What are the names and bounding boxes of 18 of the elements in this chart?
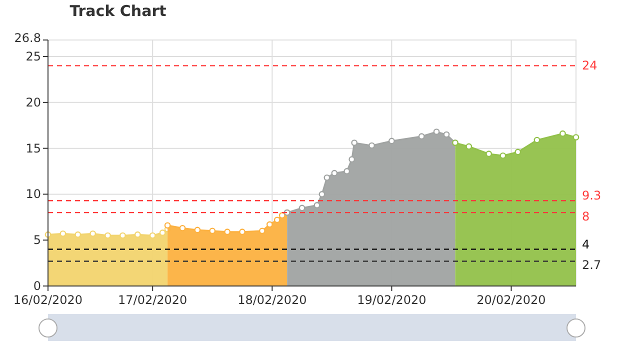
y-tick-label: 0 — [33, 279, 41, 293]
y-tick-label: 26.8 — [14, 31, 41, 45]
y-tick-label: 25 — [26, 50, 41, 64]
ref-line-label: 24 — [582, 58, 598, 73]
x-tick-label: 16/02/2020 — [13, 293, 83, 307]
x-tick-label: 20/02/2020 — [476, 293, 546, 307]
ref-line-label: 4 — [582, 237, 590, 252]
y-tick-label: 5 — [33, 233, 41, 248]
y-tick-label: 20 — [26, 95, 41, 110]
x-tick-label: 19/02/2020 — [357, 293, 426, 307]
y-tick-label: 10 — [26, 187, 41, 202]
y-tick-label: 15 — [26, 141, 41, 156]
ref-line-label: 9.3 — [582, 188, 602, 203]
ref-line-label: 2.7 — [582, 258, 602, 272]
ref-line-label: 8 — [582, 210, 590, 224]
x-tick-label: 18/02/2020 — [238, 293, 307, 307]
chart-title: Track Chart — [70, 2, 166, 20]
x-tick-label: 17/02/2020 — [118, 293, 188, 307]
